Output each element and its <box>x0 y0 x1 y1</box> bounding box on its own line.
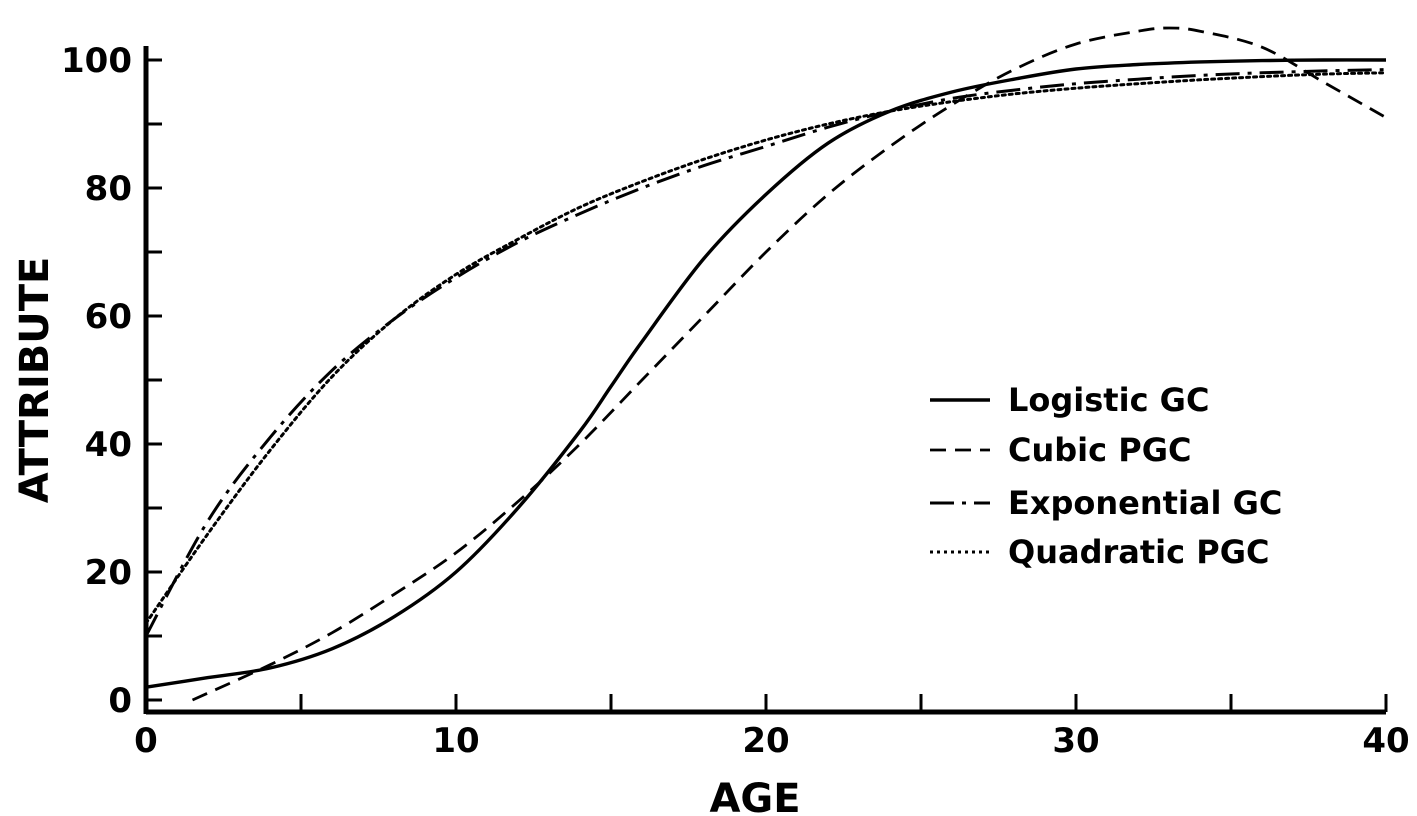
series-line-dashed <box>191 26 1387 702</box>
series-line-solid <box>145 58 1387 689</box>
x-tick-label: 0 <box>134 721 158 761</box>
series-line-dotted <box>144 71 1388 625</box>
x-tick-label: 10 <box>432 721 479 761</box>
axes: 0 20 40 60 80 100 0 10 20 30 40 <box>61 41 1410 761</box>
legend-label: Cubic PGC <box>1008 431 1191 469</box>
series-line-dashdot <box>144 68 1387 637</box>
y-tick-label: 0 <box>108 681 132 721</box>
x-tick-label: 20 <box>742 721 789 761</box>
x-tick-label: 30 <box>1052 721 1099 761</box>
legend-label: Logistic GC <box>1008 381 1209 419</box>
y-tick-label: 100 <box>61 41 132 81</box>
x-tick-label: 40 <box>1362 721 1409 761</box>
y-tick-label: 20 <box>85 553 132 593</box>
legend-label: Quadratic PGC <box>1008 533 1269 571</box>
legend: Logistic GC Cubic PGC Exponential GC Quadra… <box>930 381 1282 571</box>
y-tick-label: 40 <box>85 425 132 465</box>
legend-label: Exponential GC <box>1008 484 1282 522</box>
x-axis-title: AGE <box>709 776 800 816</box>
y-tick-label: 80 <box>85 169 132 209</box>
y-tick-label: 60 <box>85 297 132 337</box>
y-axis-title: ATTRIBUTE <box>12 257 58 504</box>
series-layer <box>144 26 1388 702</box>
